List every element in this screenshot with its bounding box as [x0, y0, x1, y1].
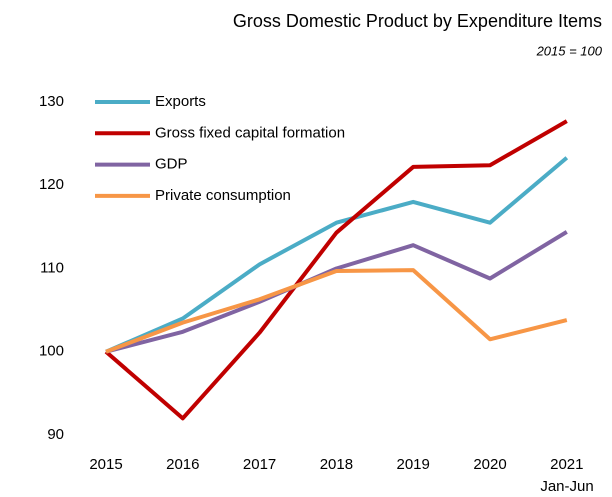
y-tick-label: 120: [39, 176, 64, 193]
x-tick-label: 2017: [243, 456, 276, 473]
chart-title: Gross Domestic Product by Expenditure It…: [233, 11, 602, 31]
series-line: [105, 268, 568, 354]
legend-label: Exports: [155, 93, 206, 110]
x-tick-label: 2021: [550, 456, 583, 473]
y-tick-label: 130: [39, 93, 64, 110]
x-tick-label: 2019: [397, 456, 430, 473]
series-line: [105, 230, 568, 354]
series-line: [104, 119, 568, 421]
series-line: [105, 156, 569, 354]
x-tick-label: 2020: [473, 456, 506, 473]
x-annotation: Jan-Jun: [540, 478, 593, 495]
legend-label: Private consumption: [155, 187, 291, 204]
x-tick-label: 2015: [89, 456, 122, 473]
x-tick-label: 2016: [166, 456, 199, 473]
y-tick-label: 100: [39, 343, 64, 360]
legend-label: Gross fixed capital formation: [155, 124, 345, 141]
y-tick-label: 110: [40, 259, 64, 276]
x-tick-label: 2018: [320, 456, 353, 473]
legend-label: GDP: [155, 156, 188, 173]
y-tick-label: 90: [47, 426, 64, 443]
chart-subtitle: 2015 = 100: [536, 43, 603, 58]
